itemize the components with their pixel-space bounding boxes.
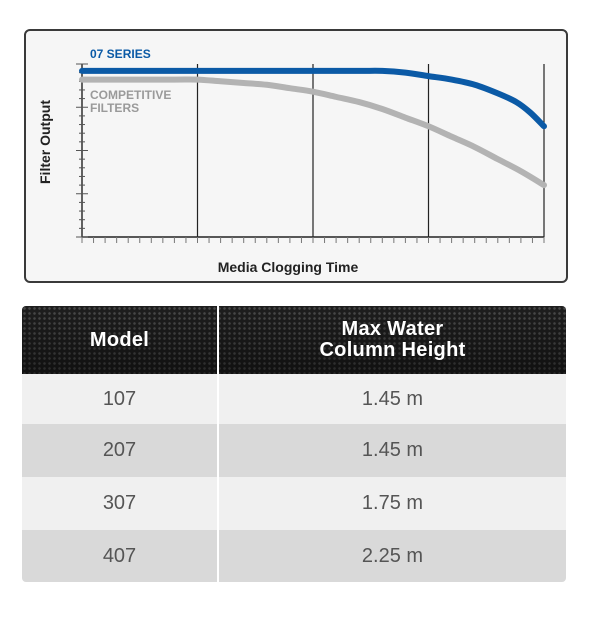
series-line-07-series — [79, 67, 547, 130]
series-line-competitive-filters — [79, 76, 547, 189]
cell-model: 207 — [102, 439, 137, 461]
x-axis-label: Media Clogging Time — [218, 259, 359, 275]
chart-svg: Filter Output Media Clogging Time 07 SER… — [37, 47, 547, 275]
cell-height: 2.25 m — [361, 544, 424, 567]
model-table: Model Max Water Column Height 107 1.45 m… — [22, 306, 566, 582]
table-header: Model Max Water Column Height — [22, 306, 566, 374]
cell-model: 407 — [102, 544, 137, 567]
y-axis-label: Filter Output — [37, 100, 53, 184]
header-model-label: Model — [89, 328, 150, 351]
header-max-height: Max Water Column Height — [219, 306, 566, 374]
table-row: 307 1.75 m — [22, 477, 566, 530]
cell-model: 307 — [102, 492, 137, 514]
legend-07-series: 07 SERIES — [90, 47, 151, 61]
table-row: 107 1.45 m — [22, 374, 566, 424]
table-row: 407 2.25 m — [22, 530, 566, 582]
cell-model: 107 — [102, 387, 137, 410]
cell-height: 1.75 m — [361, 492, 424, 514]
cell-height: 1.45 m — [361, 387, 424, 410]
table-row: 207 1.45 m — [22, 424, 566, 477]
header-height-line2: Column Height — [319, 339, 466, 361]
legend-competitive-line2: FILTERS — [90, 101, 139, 115]
header-model: Model — [22, 306, 217, 374]
header-height-line1: Max Water — [341, 318, 444, 340]
cell-height: 1.45 m — [361, 439, 424, 461]
legend-competitive-line1: COMPETITIVE — [90, 88, 171, 102]
column-divider — [217, 306, 219, 582]
performance-chart: Filter Output Media Clogging Time 07 SER… — [24, 29, 568, 283]
